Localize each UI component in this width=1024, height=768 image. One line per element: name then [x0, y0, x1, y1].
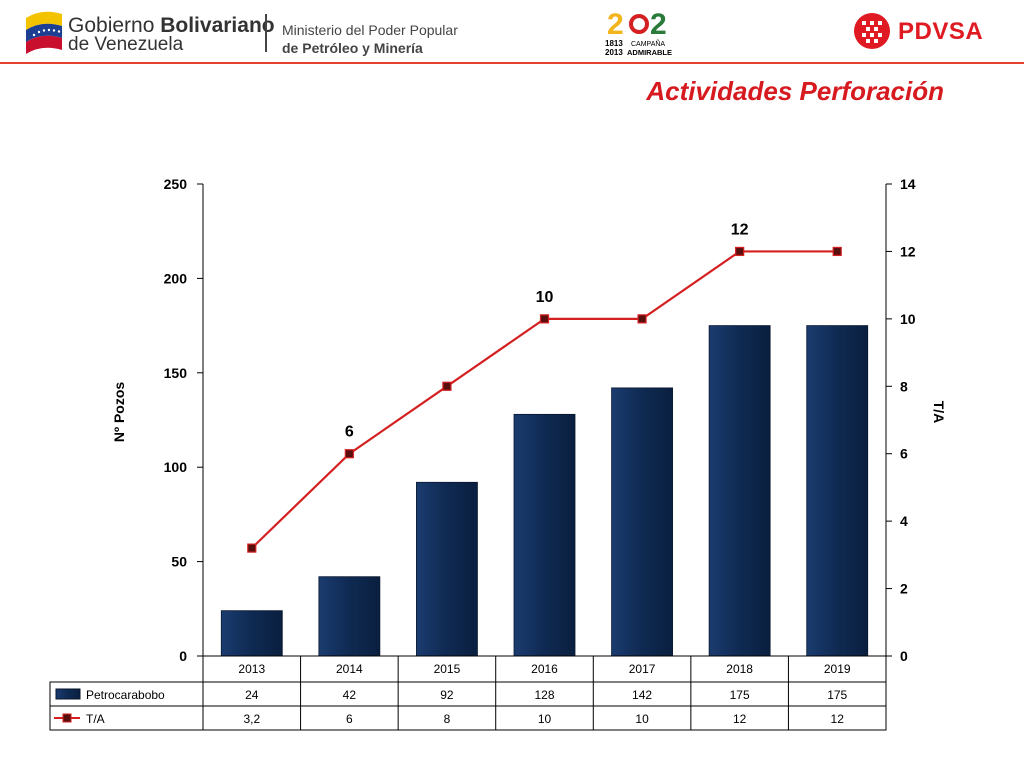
ta-marker-2017 [637, 314, 647, 324]
y-axis-title: Nº Pozos [111, 382, 127, 443]
table-cell-ta-2014: 6 [346, 712, 353, 726]
y-tick-label-250: 250 [164, 176, 188, 192]
ta-marker-2015 [442, 381, 452, 391]
bar-2016 [513, 413, 576, 657]
pdvsa-wordmark: PDVSA [898, 18, 984, 45]
table-cell-petrocarabobo-2013: 24 [245, 688, 259, 702]
category-label-2015: 2015 [434, 662, 461, 676]
ta-marker-2018 [735, 246, 745, 257]
bar-2018 [708, 325, 771, 657]
header: Gobierno Bolivariano de Venezuela Minist… [0, 0, 1024, 64]
y2-axis-title: T/A [931, 401, 947, 424]
category-label-2017: 2017 [629, 662, 656, 676]
svg-text:2: 2 [607, 8, 624, 41]
campaign-word-admirable: ADMIRABLE [627, 48, 672, 57]
svg-text:2: 2 [650, 8, 667, 41]
header-divider [265, 14, 267, 52]
campaign-admirable-logo: 2 2 1813 2013 CAMPAÑA ADMIRABLE [605, 8, 672, 57]
legend-label-petrocarabobo: Petrocarabobo [86, 688, 165, 702]
pdvsa-sun-icon [854, 13, 890, 49]
y2-tick-label-8: 8 [900, 378, 908, 394]
table-cell-petrocarabobo-2014: 42 [343, 688, 357, 702]
campaign-year-1813: 1813 [605, 39, 623, 48]
bar-2017 [611, 387, 673, 657]
ta-marker-2014 [344, 449, 354, 459]
table-cell-ta-2019: 12 [831, 712, 845, 726]
category-label-2018: 2018 [726, 662, 753, 676]
category-label-2016: 2016 [531, 662, 558, 676]
y-tick-label-50: 50 [171, 554, 187, 570]
category-label-2019: 2019 [824, 662, 851, 676]
y2-tick-label-2: 2 [900, 581, 908, 597]
y2-tick-label-12: 12 [900, 243, 916, 259]
government-name-line2: de Venezuela [68, 34, 184, 55]
ta-marker-2019 [832, 246, 842, 257]
table-cell-petrocarabobo-2018: 175 [730, 688, 750, 702]
ta-marker-2013 [247, 543, 257, 553]
data-label-2018: 12 [731, 221, 749, 238]
campaign-word-campana: CAMPAÑA [631, 39, 665, 48]
pdvsa-logo: PDVSA [852, 10, 997, 52]
table-cell-petrocarabobo-2019: 175 [827, 688, 847, 702]
table-cell-ta-2018: 12 [733, 712, 747, 726]
ministry-name-line1: Ministerio del Poder Popular [282, 22, 458, 38]
table-cell-ta-2016: 10 [538, 712, 552, 726]
venezuela-flag-logo [26, 11, 62, 54]
table-cell-ta-2015: 8 [444, 712, 451, 726]
data-label-2014: 6 [345, 424, 354, 441]
table-cell-ta-2013: 3,2 [243, 712, 260, 726]
page-title: Actividades Perforación [646, 76, 944, 106]
y2-tick-label-4: 4 [900, 513, 908, 529]
category-label-2014: 2014 [336, 662, 363, 676]
y-tick-label-100: 100 [164, 459, 188, 475]
legend-label-ta: T/A [86, 712, 105, 726]
bar-2019 [806, 325, 869, 657]
category-label-2013: 2013 [238, 662, 265, 676]
y2-tick-label-6: 6 [900, 446, 908, 462]
ministry-name-line2: de Petróleo y Minería [282, 40, 423, 56]
bar-2015 [416, 481, 478, 657]
table-cell-petrocarabobo-2017: 142 [632, 688, 652, 702]
bar-2013 [220, 610, 283, 657]
y-tick-label-150: 150 [164, 365, 188, 381]
y2-tick-label-0: 0 [900, 648, 908, 664]
legend-marker-swatch [62, 713, 72, 723]
data-label-2016: 10 [536, 289, 554, 306]
y-tick-label-200: 200 [164, 270, 188, 286]
legend-bar-swatch [55, 688, 81, 700]
government-name-line1: Gobierno Bolivariano [68, 14, 275, 37]
table-cell-ta-2017: 10 [635, 712, 649, 726]
header-rule [0, 62, 1024, 64]
bar-2014 [318, 576, 381, 657]
campaign-year-2013: 2013 [605, 48, 623, 57]
table-cell-petrocarabobo-2015: 92 [440, 688, 454, 702]
ta-marker-2016 [539, 314, 550, 324]
table-cell-petrocarabobo-2016: 128 [534, 688, 554, 702]
y2-tick-label-10: 10 [900, 311, 916, 327]
y2-tick-label-14: 14 [900, 176, 916, 192]
y-tick-label-0: 0 [179, 648, 187, 664]
